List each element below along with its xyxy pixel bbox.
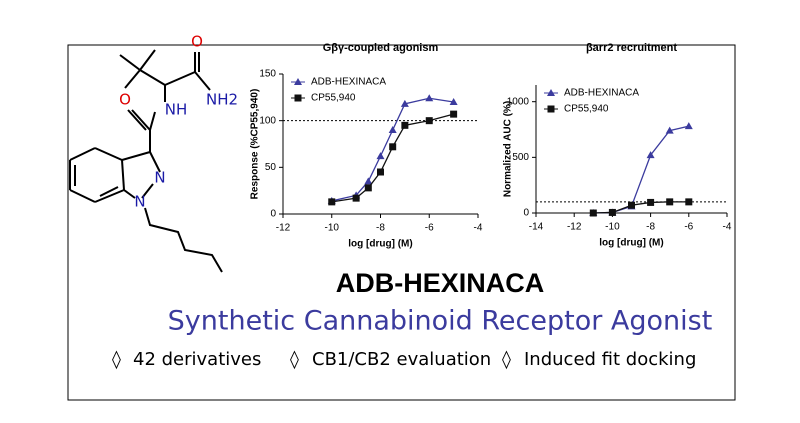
x-axis-label: log [drug] (M) — [348, 239, 412, 250]
point — [364, 184, 372, 192]
point — [666, 198, 674, 206]
atom-label: O — [191, 33, 203, 51]
y-axis-label: Normalized AUC (%) — [503, 101, 514, 197]
point — [328, 198, 336, 206]
point — [589, 209, 597, 217]
y-tick-label: 0 — [523, 208, 529, 219]
point — [401, 121, 409, 129]
x-tick-label: -8 — [646, 222, 655, 233]
bullet: ◊ — [290, 349, 299, 370]
point — [646, 151, 655, 159]
chart-title: βarr2 recruitment — [586, 42, 677, 54]
x-axis-label: log [drug] (M) — [599, 238, 663, 249]
y-tick-label: 0 — [270, 209, 276, 220]
point — [608, 208, 616, 216]
feature: CB1/CB2 evaluation — [312, 349, 491, 370]
point — [425, 117, 433, 125]
point — [665, 126, 674, 134]
chart: Gβγ-coupled agonism 0 50 100 150 -12 -10 -8 -6 -4… — [250, 42, 483, 250]
x-tick-label: -4 — [474, 223, 483, 234]
y-tick-label: 100 — [259, 115, 276, 126]
y-tick-label: 50 — [265, 162, 277, 173]
frame — [67, 44, 736, 401]
chart: βarr2 recruitment 0 500 1000 -14 -12 -10 -8 -6 -4… — [503, 42, 732, 249]
x-tick-label: -6 — [684, 222, 693, 233]
point — [294, 94, 302, 102]
point — [400, 99, 409, 107]
point — [547, 105, 555, 113]
bullet: ◊ — [112, 349, 121, 370]
point — [449, 98, 458, 105]
atom-label: O — [119, 91, 131, 109]
feature: Induced fit docking — [524, 349, 696, 370]
point — [450, 110, 458, 118]
point — [388, 126, 397, 133]
point — [685, 198, 693, 206]
atom-label: N — [154, 169, 165, 187]
legend-label: ADB-HEXINACA — [564, 88, 639, 99]
point — [377, 168, 384, 176]
x-tick-label: -10 — [605, 222, 620, 233]
legend-label: CP55,940 — [564, 104, 609, 115]
legend-label: ADB-HEXINACA — [311, 77, 386, 88]
y-tick-label: 150 — [259, 69, 276, 80]
y-tick-label: 500 — [512, 152, 529, 163]
series-line — [593, 125, 689, 214]
y-axis-label: Response (%CP55,940) — [250, 89, 261, 200]
x-tick-label: -10 — [325, 223, 340, 234]
point — [547, 89, 555, 96]
structure: O NH2 NH O N N — [69, 33, 238, 273]
atom-label: NH — [165, 101, 188, 119]
legend-label: CP55,940 — [311, 93, 356, 104]
x-tick-label: -8 — [376, 223, 385, 234]
x-tick-label: -6 — [425, 223, 434, 234]
atom-label: N — [134, 193, 145, 211]
atom-label: NH2 — [206, 91, 238, 109]
features: ◊ 42 derivatives ◊ CB1/CB2 evaluation ◊ … — [112, 349, 696, 370]
x-tick-label: -14 — [529, 222, 544, 233]
x-tick-label: -4 — [723, 222, 732, 233]
series-line — [331, 97, 454, 202]
point — [294, 78, 302, 85]
series-line — [593, 201, 689, 214]
y-tick-label: 1000 — [507, 96, 530, 107]
compound-name: ADB-HEXINACA — [336, 268, 545, 298]
point — [352, 194, 360, 202]
point — [628, 201, 635, 209]
point — [389, 143, 397, 151]
bullet: ◊ — [502, 349, 511, 370]
chart-title: Gβγ-coupled agonism — [323, 42, 439, 54]
x-tick-label: -12 — [276, 223, 291, 234]
x-tick-label: -12 — [567, 222, 582, 233]
point — [647, 198, 655, 206]
point — [364, 177, 373, 185]
feature: 42 derivatives — [133, 349, 261, 370]
point — [684, 122, 693, 130]
point — [425, 94, 434, 102]
point — [376, 152, 385, 160]
subtitle: Synthetic Cannabinoid Receptor Agonist — [168, 306, 713, 337]
